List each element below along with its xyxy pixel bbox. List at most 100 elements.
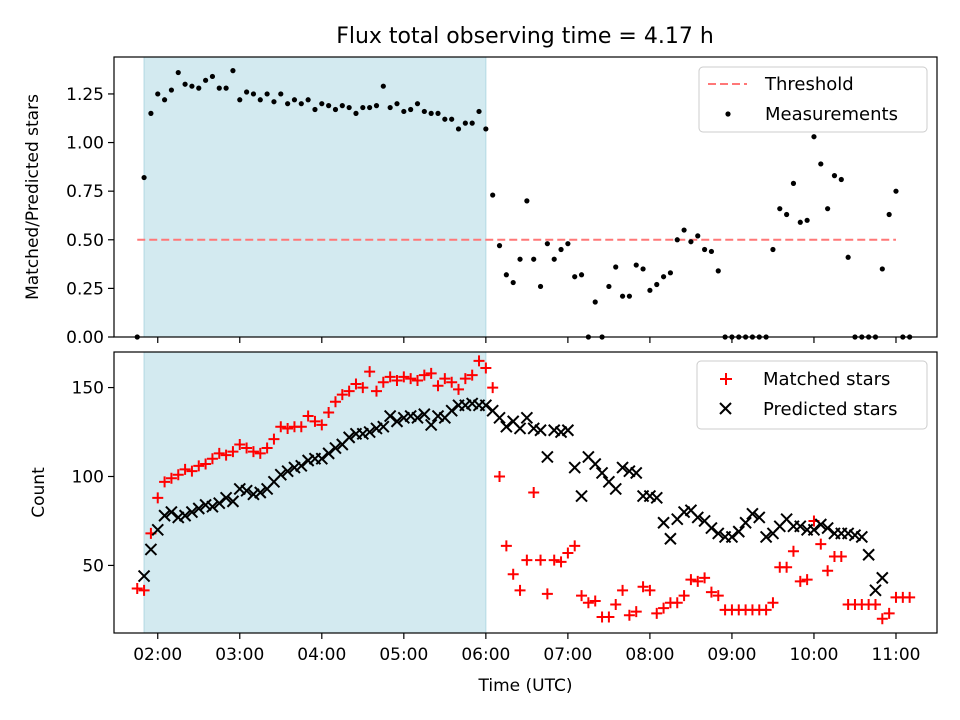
matched-star-point <box>473 355 485 367</box>
measurement-point <box>893 188 899 194</box>
measurement-point <box>216 85 222 91</box>
matched-star-point <box>453 383 465 395</box>
measurement-point <box>462 120 468 126</box>
matched-star-point <box>637 581 649 593</box>
matched-star-point <box>261 442 273 454</box>
predicted-star-point <box>418 408 431 421</box>
predicted-star-point <box>705 521 718 535</box>
matched-star-point <box>528 487 540 498</box>
count-x-tick-label: 11:00 <box>871 645 920 665</box>
predicted-star-point <box>732 525 745 538</box>
measurement-point <box>818 161 824 167</box>
predicted-star-point <box>691 511 704 524</box>
predicted-star-point <box>274 468 287 481</box>
predicted-star-point <box>814 518 828 531</box>
measurement-point <box>510 279 516 286</box>
predicted-stars-legend-label: Predicted stars <box>763 399 897 420</box>
predicted-star-point <box>876 571 889 585</box>
matched-star-point <box>576 590 588 602</box>
ratio-panel: 0.00 0.25 0.50 0.75 1.00 1.25 Matched/Predict… <box>23 56 938 348</box>
measurement-point <box>496 243 503 249</box>
measurement-point <box>168 87 175 93</box>
predicted-star-point <box>746 507 759 521</box>
count-x-tick-label: 07:00 <box>543 645 592 665</box>
matched-star-point <box>507 568 519 580</box>
predicted-star-point <box>424 418 438 432</box>
predicted-star-point <box>213 496 226 510</box>
predicted-star-point <box>165 505 178 519</box>
measurement-point <box>790 180 797 186</box>
measurement-point <box>797 219 803 225</box>
count-x-tick-label: 04:00 <box>297 645 346 665</box>
measurement-point <box>339 103 345 109</box>
matched-star-point <box>644 584 656 596</box>
predicted-star-point <box>712 527 725 540</box>
matched-star-point <box>247 446 259 458</box>
measurement-point <box>141 174 147 181</box>
matched-star-point <box>398 371 410 383</box>
measurement-point <box>544 241 550 247</box>
matched-star-point <box>815 538 827 550</box>
matched-star-point <box>869 599 881 611</box>
measurement-point <box>578 272 585 278</box>
matched-star-point <box>425 367 437 379</box>
matched-star-point <box>705 586 717 598</box>
matched-star-point <box>268 433 280 445</box>
matched-star-point <box>623 609 635 621</box>
matched-star-point <box>152 492 164 504</box>
count-x-tick-label: 10:00 <box>789 645 838 665</box>
measurement-point <box>161 97 168 103</box>
ratio-legend: Threshold Measurements <box>698 66 928 133</box>
measurement-point <box>305 97 311 103</box>
matched-star-point <box>364 366 376 378</box>
predicted-star-point <box>322 447 335 460</box>
matched-star-point <box>391 374 403 386</box>
predicted-star-point <box>794 520 807 533</box>
measurement-point <box>278 91 284 97</box>
measurement-point <box>633 262 639 268</box>
predicted-star-point <box>342 431 356 444</box>
matched-star-point <box>295 421 307 433</box>
matched-star-point <box>370 385 382 397</box>
matched-star-point <box>446 376 458 388</box>
matched-star-point <box>193 460 205 472</box>
matched-star-point <box>459 373 471 385</box>
count-y-tick-label: 50 <box>82 556 104 576</box>
matched-star-point <box>760 604 772 616</box>
measurement-point <box>326 103 332 109</box>
predicted-star-point <box>479 399 493 412</box>
matched-star-point <box>781 561 793 573</box>
ratio-y-tick-label: 0.00 <box>66 328 104 348</box>
measurement-point <box>223 85 229 91</box>
matched-star-point <box>343 385 355 397</box>
measurement-point <box>708 248 715 255</box>
matched-star-point <box>323 406 335 418</box>
measurement-point <box>647 287 653 293</box>
predicted-star-point <box>513 422 527 435</box>
measurement-point <box>373 103 380 109</box>
ratio-y-tick-label: 0.75 <box>66 182 104 202</box>
predicted-star-point <box>363 425 376 439</box>
predicted-star-point <box>759 530 773 544</box>
matched-star-point <box>548 554 560 566</box>
matched-star-point <box>336 389 348 401</box>
predicted-stars-legend-swatch <box>719 402 732 415</box>
count-panel: 02:00 03:00 04:00 05:00 06:00 07:00 08:00 09:00… <box>29 351 938 696</box>
matched-star-point <box>589 595 601 607</box>
measurement-point <box>271 99 277 105</box>
measurement-point <box>674 237 680 243</box>
matched-star-point <box>801 574 813 586</box>
matched-star-point <box>480 362 492 374</box>
predicted-star-point <box>315 452 329 465</box>
measurement-point <box>469 120 475 126</box>
predicted-star-point <box>807 523 821 537</box>
predicted-star-point <box>862 548 875 561</box>
measurement-point <box>182 81 188 87</box>
matched-star-point <box>275 421 287 433</box>
matched-star-point <box>671 597 683 609</box>
predicted-star-point <box>568 461 581 474</box>
matched-star-point <box>220 449 232 461</box>
observing-window-shade <box>144 352 486 633</box>
measurement-point <box>845 254 851 260</box>
measurement-point <box>230 68 236 74</box>
